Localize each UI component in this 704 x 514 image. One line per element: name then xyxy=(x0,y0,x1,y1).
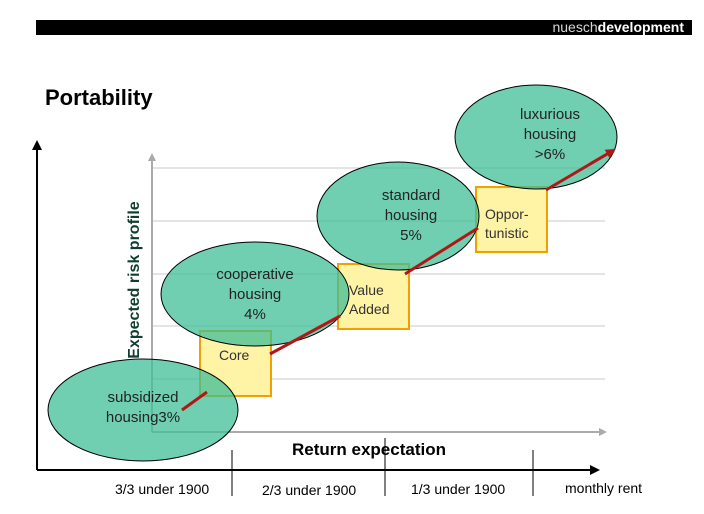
subsidized-line1: subsidized xyxy=(107,389,179,406)
luxurious-housing-ellipse xyxy=(454,84,618,190)
standard-line1: standard xyxy=(381,187,441,204)
cooperative-line2: housing xyxy=(228,286,282,303)
opportunistic-label: Oppor- tunistic xyxy=(485,205,529,243)
standard-line2: housing xyxy=(384,207,438,224)
cooperative-line3: 4% xyxy=(244,306,266,323)
standard-housing-ellipse xyxy=(316,161,480,271)
luxurious-housing-label: luxurious housing >6% xyxy=(500,105,600,165)
standard-housing-label: standard housing 5% xyxy=(361,186,461,246)
opportunistic-box xyxy=(475,186,548,253)
luxurious-line3: >6% xyxy=(534,146,566,163)
core-label: Core xyxy=(219,347,250,363)
brand-light-text: nuesch xyxy=(552,19,598,35)
value-added-line1: Value xyxy=(349,282,384,298)
brand-bold-text: development xyxy=(597,19,684,35)
value-added-label: Value Added xyxy=(349,281,389,319)
cooperative-housing-ellipse xyxy=(160,241,350,347)
cooperative-line1: cooperative xyxy=(216,266,294,283)
subsidized-line2: housing3% xyxy=(105,409,181,426)
value-added-box xyxy=(337,263,410,330)
trend-line xyxy=(181,148,615,412)
opportunistic-line2: tunistic xyxy=(485,225,529,241)
header-bar: nueschdevelopment xyxy=(36,20,692,35)
brand-logo: nueschdevelopment xyxy=(552,20,684,35)
opportunistic-line1: Oppor- xyxy=(485,206,529,222)
page-title: Portability xyxy=(45,85,153,110)
category-label-3: 1/3 under 1900 xyxy=(411,481,506,497)
luxurious-line1: luxurious xyxy=(519,106,581,123)
value-added-line2: Added xyxy=(349,301,390,317)
luxurious-line2: housing xyxy=(523,126,577,143)
category-label-2: 2/3 under 1900 xyxy=(262,482,357,498)
x-axis-label: Return expectation xyxy=(292,440,446,459)
trend-arrow-head xyxy=(589,148,616,166)
standard-line3: 5% xyxy=(400,227,422,244)
subsidized-housing-label: subsidized housing3% xyxy=(93,388,193,428)
cooperative-housing-label: cooperative housing 4% xyxy=(200,265,310,325)
y-axis-label: Expected risk profile xyxy=(126,201,143,359)
subsidized-housing-ellipse xyxy=(47,358,239,462)
category-label-1: 3/3 under 1900 xyxy=(115,481,210,497)
category-label-4: monthly rent xyxy=(565,480,643,496)
